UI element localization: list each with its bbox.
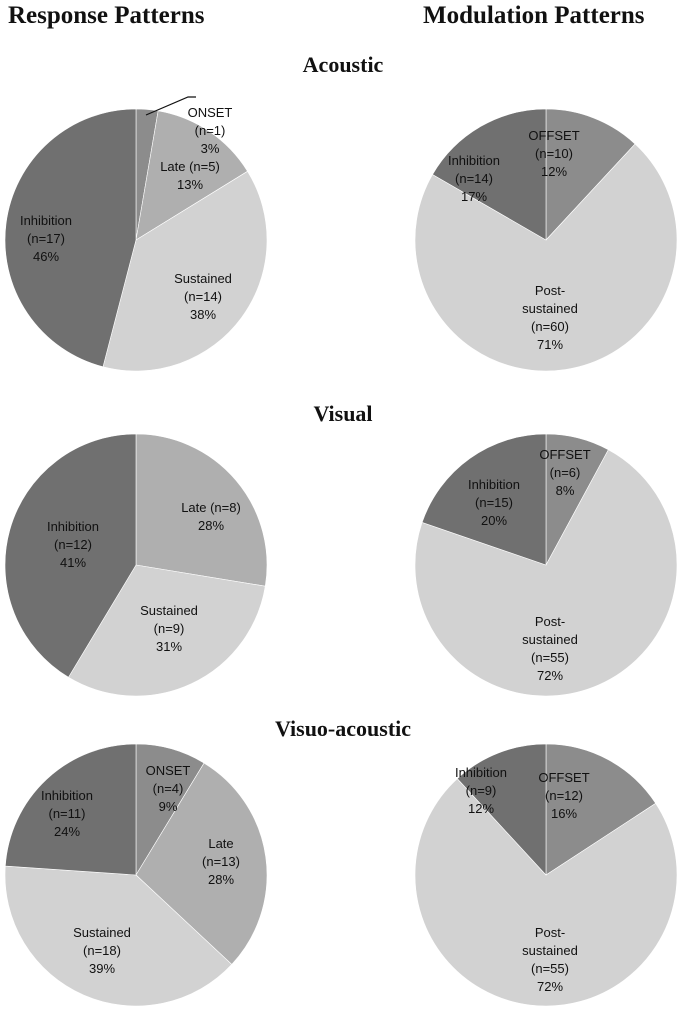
pie-slice-sustained	[4, 865, 233, 1007]
row-title-acoustic: Acoustic	[302, 52, 384, 77]
slice-label-onset: ONSET (n=1) 3%	[188, 105, 233, 156]
slice-label-offset: OFFSET (n=12) 16%	[538, 770, 589, 821]
pie-slice-sustained	[68, 564, 266, 697]
pie-slice-late	[135, 110, 248, 241]
pie-slice-inhibition	[4, 108, 137, 368]
pie-slice-offset	[545, 108, 636, 241]
slice-label-late: Late (n=8) 28%	[181, 500, 241, 533]
slice-label-onset: ONSET (n=4) 9%	[146, 763, 191, 814]
pie-slice-sustained	[102, 170, 268, 372]
slice-label-offset: OFFSET (n=10) 12%	[528, 128, 579, 179]
pie-chart-acoustic-modulation: OFFSET (n=10) 12% Post-sustained (n=60) 71% In…	[414, 108, 678, 372]
response-patterns-header: Response Patterns	[8, 2, 205, 29]
modulation-patterns-header: Modulation Patterns	[423, 2, 645, 29]
slice-label-post-sustained: Post-sustained (n=60) 71%	[522, 283, 578, 352]
pie-slice-offset	[545, 743, 657, 876]
pie-slice-inhibition	[4, 433, 137, 678]
pie-slice-post-sustained	[414, 778, 678, 1007]
slice-label-post-sustained: Post-sustained (n=55) 72%	[522, 925, 578, 994]
slice-label-inhibition: Inhibition (n=15) 20%	[468, 477, 520, 528]
slice-label-sustained: Sustained (n=9) 31%	[140, 603, 198, 654]
slice-label-inhibition: Inhibition (n=17) 46%	[20, 213, 72, 264]
pie-chart-acoustic-response: ONSET (n=1) 3%Late (n=5) 13% Sustained (n=14)…	[4, 96, 268, 372]
slice-label-inhibition: Inhibition (n=12) 41%	[47, 519, 99, 570]
slice-label-inhibition: Inhibition (n=14) 17%	[448, 153, 500, 204]
pie-slice-late	[135, 433, 268, 587]
slice-label-late: Late (n=5) 13%	[160, 159, 220, 192]
pie-chart-visual-response: Late (n=8) 28% Sustained (n=9) 31% Inhibition…	[4, 433, 268, 697]
pie-slice-inhibition	[432, 108, 547, 241]
pie-chart-visuo-acoustic-response: ONSET (n=4) 9% Late (n=13) 28% Sustained (n=18)…	[4, 743, 268, 1007]
pie-slice-inhibition	[456, 743, 547, 876]
slice-label-sustained: Sustained (n=18) 39%	[73, 925, 131, 976]
row-title-visuo-acoustic: Visuo-acoustic	[274, 716, 412, 741]
pie-slice-inhibition	[4, 743, 137, 876]
pie-slice-inhibition	[421, 433, 547, 566]
pie-slice-post-sustained	[414, 143, 678, 372]
pie-slice-post-sustained	[414, 449, 678, 697]
slice-label-inhibition: Inhibition (n=11) 24%	[41, 788, 93, 839]
slice-label-late: Late (n=13) 28%	[202, 836, 240, 887]
row-title-visual: Visual	[313, 401, 373, 426]
pie-chart-visual-modulation: OFFSET (n=6) 8% Post-sustained (n=55) 72% Inhi…	[414, 433, 678, 697]
pie-chart-visuo-acoustic-modulation: OFFSET (n=12) 16% Post-sustained (n=55) 72% In…	[414, 743, 678, 1007]
slice-label-inhibition: Inhibition (n=9) 12%	[455, 765, 507, 816]
slice-label-sustained: Sustained (n=14) 38%	[174, 271, 232, 322]
slice-label-post-sustained: Post-sustained (n=55) 72%	[522, 614, 578, 683]
slice-label-offset: OFFSET (n=6) 8%	[539, 447, 590, 498]
onset-leader-line	[145, 96, 196, 116]
pie-slice-late	[135, 762, 268, 965]
